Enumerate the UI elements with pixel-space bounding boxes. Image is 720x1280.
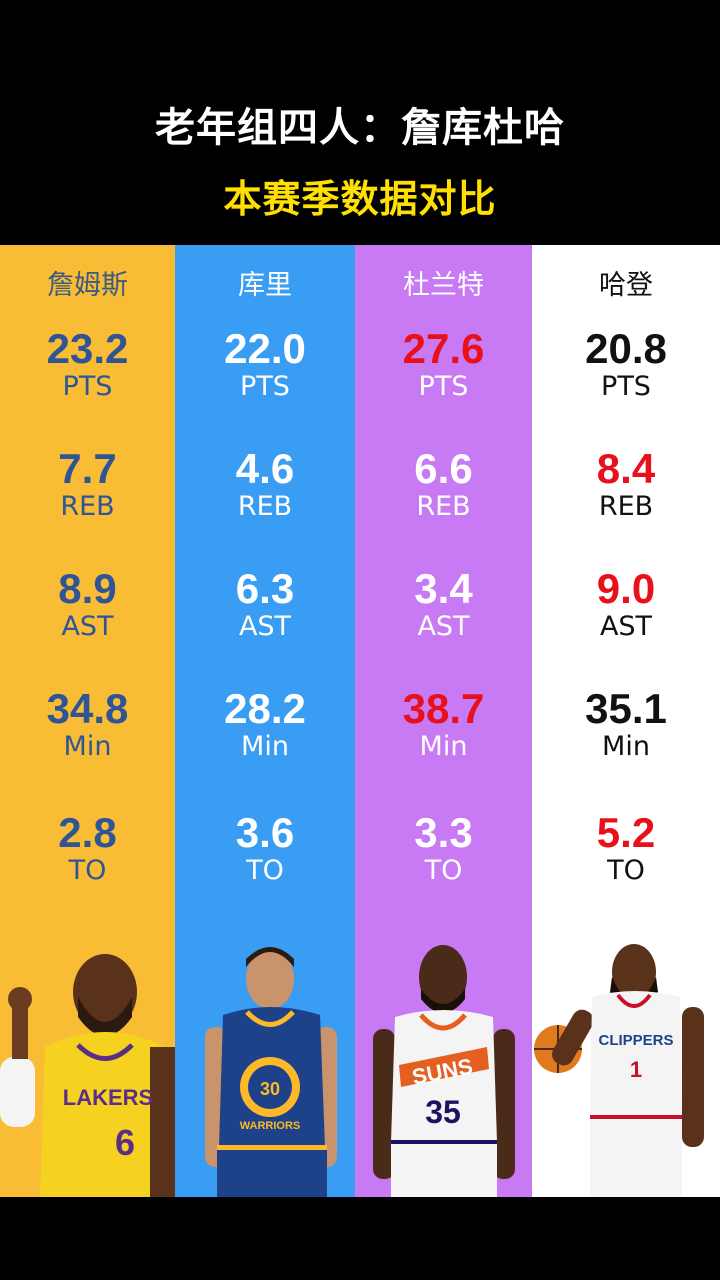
footer-bar (0, 1197, 720, 1280)
stat-value: 8.9 (58, 565, 117, 612)
stat-label: AST (61, 611, 114, 642)
stat-value: 22.0 (224, 325, 306, 372)
stat-pts: 22.0 PTS (175, 327, 355, 403)
player-column-lebron: 詹姆斯 23.2 PTS 7.7 REB 8.9 AST 34.8 Min 2.… (0, 245, 175, 1197)
stat-label: REB (60, 491, 115, 522)
stat-ast: 3.4 AST (355, 567, 532, 643)
stat-label: REB (598, 491, 654, 522)
jersey-number: 6 (115, 1122, 135, 1163)
stat-label: AST (417, 611, 470, 642)
stat-value: 23.2 (46, 325, 129, 372)
stat-label: PTS (601, 371, 651, 402)
player-photo-durant: SUNS 35 (355, 937, 532, 1197)
stat-label: AST (599, 611, 653, 642)
page-title: 老年组四人：詹库杜哈 (155, 105, 565, 151)
stat-pts: 27.6 PTS (355, 327, 532, 403)
stat-value: 38.7 (402, 685, 485, 732)
stat-value: 27.6 (402, 325, 485, 372)
player-name: 哈登 (599, 270, 653, 301)
stat-min: 28.2 Min (175, 687, 355, 763)
stat-value: 20.8 (585, 325, 667, 372)
player-name: 詹姆斯 (47, 270, 128, 301)
player-name: 杜兰特 (403, 270, 484, 301)
stat-value: 3.6 (235, 809, 295, 856)
stat-min: 34.8 Min (0, 687, 175, 763)
jersey-team: LAKERS (63, 1085, 153, 1110)
stat-min: 35.1 Min (532, 687, 720, 763)
stat-label: Min (63, 731, 112, 762)
player-column-durant: 杜兰特 27.6 PTS 6.6 REB 3.4 AST 38.7 Min 3.… (355, 245, 532, 1197)
stat-value: 34.8 (46, 685, 129, 732)
stat-value: 3.3 (414, 809, 473, 856)
stat-value: 5.2 (596, 809, 656, 856)
stat-label: Min (241, 731, 289, 762)
stat-label: PTS (62, 371, 113, 402)
stat-value: 6.6 (414, 445, 473, 492)
player-photo-curry: 30 WARRIORS (175, 937, 355, 1197)
jersey-team: CLIPPERS (598, 1032, 673, 1049)
stat-value: 28.2 (224, 685, 306, 732)
comparison-columns: 詹姆斯 23.2 PTS 7.7 REB 8.9 AST 34.8 Min 2.… (0, 245, 720, 1197)
stat-label: REB (416, 491, 471, 522)
stat-label: TO (424, 855, 463, 886)
stat-value: 6.3 (235, 565, 295, 612)
stat-label: TO (246, 855, 284, 886)
stat-label: PTS (240, 371, 290, 402)
jersey-number: 1 (630, 1057, 642, 1082)
jersey-number: 30 (260, 1079, 280, 1099)
page-subtitle: 本赛季数据对比 (223, 177, 497, 221)
stat-label: TO (68, 855, 107, 886)
stat-label: AST (238, 611, 292, 642)
jersey-number: 35 (425, 1094, 461, 1130)
stat-value: 9.0 (596, 565, 656, 612)
header: 老年组四人：詹库杜哈 本赛季数据对比 (0, 0, 720, 245)
player-name: 库里 (238, 270, 292, 301)
stat-ast: 6.3 AST (175, 567, 355, 643)
stat-reb: 4.6 REB (175, 447, 355, 523)
player-photo-lebron: LAKERS 6 (0, 937, 175, 1197)
stat-label: TO (607, 855, 645, 886)
stat-to: 5.2 TO (532, 811, 720, 887)
stat-to: 3.6 TO (175, 811, 355, 887)
stat-pts: 20.8 PTS (532, 327, 720, 403)
stat-value: 3.4 (414, 565, 473, 612)
jersey-team: WARRIORS (240, 1120, 301, 1132)
stat-reb: 6.6 REB (355, 447, 532, 523)
player-photo-harden: CLIPPERS 1 (532, 937, 720, 1197)
stat-min: 38.7 Min (355, 687, 532, 763)
stat-value: 2.8 (58, 809, 117, 856)
stat-label: Min (419, 731, 468, 762)
stat-reb: 8.4 REB (532, 447, 720, 523)
stat-ast: 8.9 AST (0, 567, 175, 643)
stat-pts: 23.2 PTS (0, 327, 175, 403)
stat-value: 7.7 (58, 445, 117, 492)
stat-value: 4.6 (235, 445, 295, 492)
player-column-curry: 库里 22.0 PTS 4.6 REB 6.3 AST 28.2 Min 3.6… (175, 245, 355, 1197)
stat-to: 2.8 TO (0, 811, 175, 887)
stat-label: REB (237, 491, 293, 522)
stat-value: 35.1 (585, 685, 667, 732)
stat-reb: 7.7 REB (0, 447, 175, 523)
stat-value: 8.4 (596, 445, 656, 492)
stat-ast: 9.0 AST (532, 567, 720, 643)
player-column-harden: 哈登 20.8 PTS 8.4 REB 9.0 AST 35.1 Min 5.2… (532, 245, 720, 1197)
stat-label: Min (602, 731, 650, 762)
stat-label: PTS (418, 371, 469, 402)
stat-to: 3.3 TO (355, 811, 532, 887)
